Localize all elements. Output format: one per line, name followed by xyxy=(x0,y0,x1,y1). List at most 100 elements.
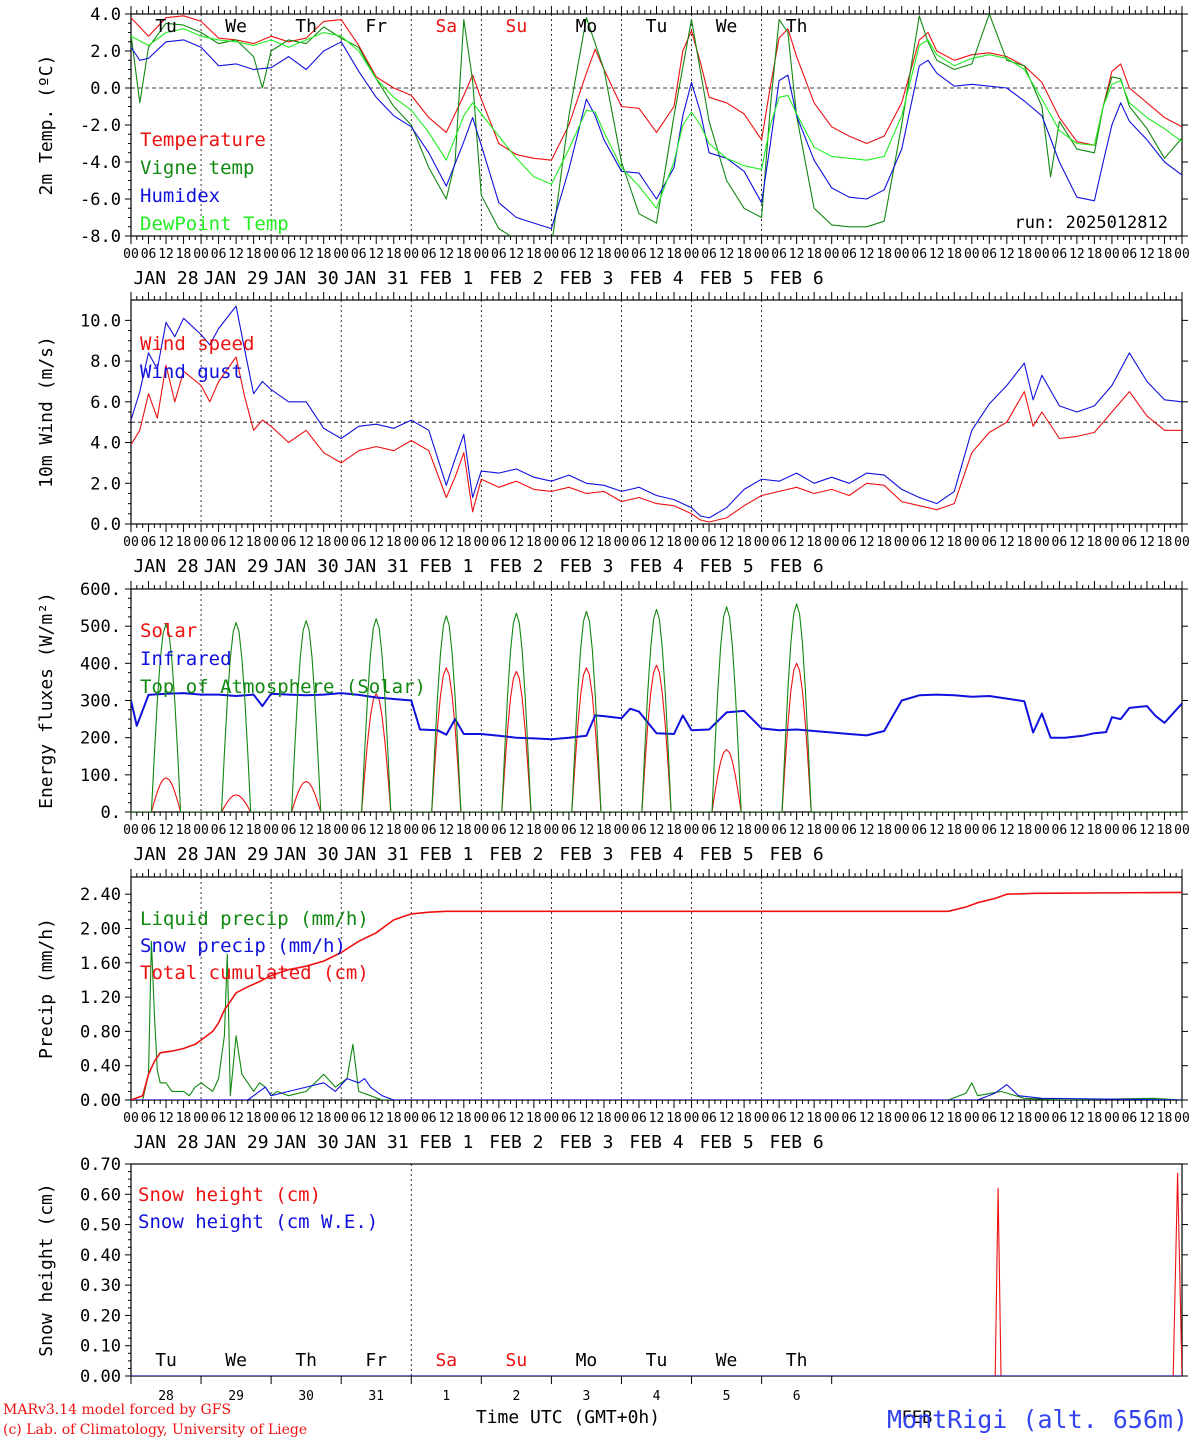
hour-tick-label: 06 xyxy=(701,535,717,550)
hour-tick-label: 18 xyxy=(736,247,752,262)
hour-tick-label: 18 xyxy=(456,823,472,838)
hour-tick-label: 00 xyxy=(1034,247,1050,262)
hour-tick-label: 00 xyxy=(1104,247,1120,262)
hour-tick-label: 18 xyxy=(386,1111,402,1126)
series-snow-precip-mm-h xyxy=(131,1078,1182,1100)
hour-tick-label: 18 xyxy=(876,247,892,262)
hour-tick-label: 06 xyxy=(491,535,507,550)
hour-tick-label: 12 xyxy=(1069,823,1085,838)
weekday-label: Fr xyxy=(365,1350,387,1371)
date-label: FEB 3 xyxy=(559,844,613,865)
y-tick-label: 300. xyxy=(80,692,121,712)
hour-tick-label: 00 xyxy=(894,535,910,550)
day-number-label: 5 xyxy=(723,1389,731,1404)
weekday-label: Sa xyxy=(435,16,457,37)
date-label: JAN 29 xyxy=(204,268,269,289)
hour-tick-label: 00 xyxy=(614,823,630,838)
hour-tick-label: 18 xyxy=(1017,535,1033,550)
series-top-of-atmosphere-solar xyxy=(131,603,1182,812)
hour-tick-label: 00 xyxy=(754,1111,770,1126)
hour-tick-label: 06 xyxy=(841,823,857,838)
hour-tick-label: 12 xyxy=(438,247,454,262)
hour-tick-label: 00 xyxy=(123,535,139,550)
hour-tick-label: 18 xyxy=(1157,535,1173,550)
weekday-label: Th xyxy=(786,16,808,37)
hour-tick-label: 12 xyxy=(1069,247,1085,262)
date-label: FEB 2 xyxy=(489,556,543,577)
date-label: JAN 28 xyxy=(134,556,199,577)
legend-entry: DewPoint Temp xyxy=(140,213,289,235)
hour-tick-label: 00 xyxy=(544,535,560,550)
hour-tick-label: 12 xyxy=(158,247,174,262)
y-tick-label: 0.60 xyxy=(80,1185,121,1205)
y-tick-label: -6.0 xyxy=(80,190,121,210)
hour-tick-label: 18 xyxy=(876,1111,892,1126)
date-label: JAN 28 xyxy=(134,844,199,865)
hour-tick-label: 06 xyxy=(701,247,717,262)
hour-tick-label: 12 xyxy=(438,823,454,838)
series-total-cumulated-cm xyxy=(131,891,1182,1100)
y-tick-label: 0.80 xyxy=(80,1022,121,1042)
hour-tick-label: 06 xyxy=(911,247,927,262)
y-tick-label: 4.0 xyxy=(90,5,121,25)
date-label: FEB 6 xyxy=(770,844,824,865)
hour-tick-label: 06 xyxy=(981,1111,997,1126)
hour-tick-label: 18 xyxy=(526,535,542,550)
hour-tick-label: 00 xyxy=(964,823,980,838)
y-tick-label: 0.70 xyxy=(80,1155,121,1175)
weekday-label: Fr xyxy=(365,16,387,37)
hour-tick-label: 18 xyxy=(1157,823,1173,838)
hour-tick-label: 06 xyxy=(631,1111,647,1126)
hour-tick-label: 00 xyxy=(403,1111,419,1126)
hour-tick-label: 00 xyxy=(824,1111,840,1126)
hour-tick-label: 12 xyxy=(649,535,665,550)
hour-tick-label: 18 xyxy=(666,823,682,838)
hour-tick-label: 18 xyxy=(386,247,402,262)
hour-tick-label: 00 xyxy=(193,823,209,838)
hour-tick-label: 18 xyxy=(386,823,402,838)
weekday-label: Mo xyxy=(576,16,598,37)
hour-tick-label: 18 xyxy=(666,535,682,550)
hour-tick-label: 06 xyxy=(351,1111,367,1126)
hour-tick-label: 12 xyxy=(929,1111,945,1126)
hour-tick-label: 00 xyxy=(754,247,770,262)
hour-tick-label: 12 xyxy=(368,1111,384,1126)
hour-tick-label: 18 xyxy=(946,823,962,838)
hour-tick-label: 00 xyxy=(123,1111,139,1126)
hour-tick-label: 12 xyxy=(158,535,174,550)
hour-tick-label: 00 xyxy=(123,823,139,838)
legend-entry: Wind speed xyxy=(140,333,254,355)
weekday-label: Th xyxy=(295,1350,317,1371)
hour-tick-label: 18 xyxy=(596,535,612,550)
y-tick-label: 0.0 xyxy=(90,515,121,535)
hour-tick-label: 18 xyxy=(526,1111,542,1126)
legend-entry: Snow height (cm W.E.) xyxy=(138,1211,378,1233)
y-tick-label: 0.00 xyxy=(80,1091,121,1111)
y-tick-label: 1.60 xyxy=(80,954,121,974)
hour-tick-label: 12 xyxy=(929,247,945,262)
hour-tick-label: 18 xyxy=(246,823,262,838)
date-label: FEB 5 xyxy=(699,844,753,865)
hour-tick-label: 18 xyxy=(596,1111,612,1126)
hour-tick-label: 06 xyxy=(631,823,647,838)
hour-tick-label: 00 xyxy=(474,1111,490,1126)
hour-tick-label: 18 xyxy=(1087,1111,1103,1126)
hour-tick-label: 06 xyxy=(911,1111,927,1126)
hour-tick-label: 12 xyxy=(719,535,735,550)
hour-tick-label: 12 xyxy=(719,1111,735,1126)
hour-tick-label: 06 xyxy=(841,535,857,550)
month-overlay: FEB xyxy=(902,1408,933,1428)
date-label: FEB 2 xyxy=(489,268,543,289)
hour-tick-label: 18 xyxy=(246,1111,262,1126)
hour-tick-label: 00 xyxy=(544,823,560,838)
date-label: JAN 31 xyxy=(344,268,409,289)
panel-1: 4.0 2.0 0.0 -2.0 -4.0 -6.0 -8.0 2m Temp. (ºC) 00… xyxy=(36,5,1190,289)
hour-tick-label: 12 xyxy=(999,1111,1015,1126)
hour-tick-label: 00 xyxy=(964,247,980,262)
hour-tick-label: 00 xyxy=(1104,535,1120,550)
hour-tick-label: 00 xyxy=(263,823,279,838)
series-dewpoint-temp xyxy=(131,28,1182,209)
hour-tick-label: 06 xyxy=(421,1111,437,1126)
legend-entry: Total cumulated (cm) xyxy=(140,962,369,984)
hour-tick-label: 00 xyxy=(263,247,279,262)
